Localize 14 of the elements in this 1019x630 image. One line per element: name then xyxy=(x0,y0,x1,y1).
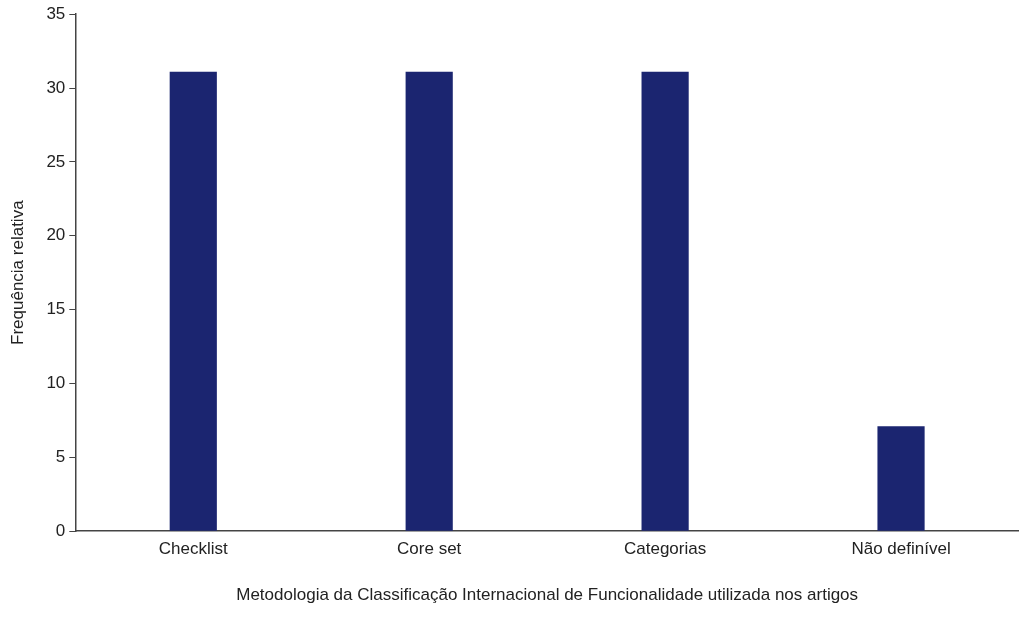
y-axis-title: Frequência relativa xyxy=(7,199,27,345)
y-tick-label: 30 xyxy=(46,77,66,97)
y-tick-label: 15 xyxy=(46,299,66,319)
y-tick-label: 35 xyxy=(46,3,66,23)
y-tick-label: 25 xyxy=(46,151,66,171)
x-tick-label: Não definível xyxy=(851,539,951,559)
x-axis-title: Metodologia da Classificação Internacional de Funcionalidade utilizada nos artigos xyxy=(236,585,859,605)
x-tick-label: Categorias xyxy=(624,539,707,559)
y-tick-label: 10 xyxy=(46,373,66,393)
x-tick-label: Core set xyxy=(397,539,462,559)
y-tick-label: 5 xyxy=(55,447,66,467)
y-tick-label: 0 xyxy=(55,520,66,540)
y-tick-label: 20 xyxy=(46,225,66,245)
x-tick-label: Checklist xyxy=(158,539,229,559)
